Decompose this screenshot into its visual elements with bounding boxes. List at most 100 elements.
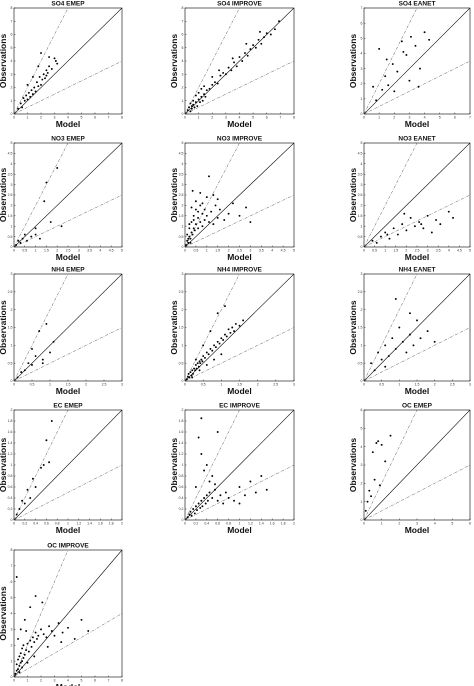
two-to-one-line: [364, 8, 418, 114]
one-to-two-line: [185, 464, 294, 520]
x-tick-label: 0: [363, 522, 365, 526]
data-point: [405, 351, 408, 354]
data-point: [254, 491, 257, 494]
data-point: [233, 330, 235, 333]
reference-lines: [14, 410, 122, 520]
y-tick-label: 2.5: [179, 193, 184, 197]
data-point: [194, 94, 197, 97]
data-point: [370, 362, 373, 365]
x-tick-label: 1: [220, 383, 222, 387]
data-point: [212, 223, 215, 226]
x-tick-label: 7: [108, 679, 110, 683]
data-point: [216, 499, 219, 502]
data-point: [205, 196, 208, 199]
x-tick-label: 0: [13, 116, 15, 120]
x-tick-label: 2: [228, 249, 230, 253]
data-point: [23, 233, 26, 236]
data-point: [23, 99, 26, 102]
y-tick-label: 8: [182, 6, 184, 10]
x-tick-label: 1.6: [98, 522, 103, 526]
data-point: [208, 175, 210, 178]
data-point: [27, 362, 30, 365]
y-tick-label: 2: [182, 204, 184, 208]
data-point: [265, 32, 268, 35]
x-tick-label: 5: [469, 249, 471, 253]
x-tick-label: 8: [121, 679, 123, 683]
y-tick-label: 0: [11, 245, 13, 249]
data-point: [31, 93, 34, 96]
data-point: [370, 495, 373, 498]
y-tick-label: 3.5: [8, 172, 13, 176]
data-point: [31, 347, 33, 350]
data-point: [60, 641, 63, 644]
x-axis-label: Model: [56, 252, 81, 262]
data-point: [229, 331, 232, 334]
data-point: [21, 499, 24, 502]
x-tick-label: 3: [408, 116, 410, 120]
y-tick-label: 0.5: [358, 235, 363, 239]
data-point: [43, 200, 46, 203]
data-point: [34, 631, 37, 634]
data-point: [21, 237, 24, 240]
y-axis-label: Observations: [348, 438, 358, 493]
data-point: [204, 356, 206, 359]
data-point: [15, 663, 18, 666]
data-point: [34, 595, 37, 597]
y-tick-label: 0.2: [8, 507, 13, 511]
data-point: [19, 628, 22, 631]
data-point: [41, 601, 44, 604]
y-axis-label: Observations: [0, 34, 8, 89]
x-tick-label: 1.8: [109, 522, 114, 526]
data-point: [42, 73, 45, 76]
y-tick-label: 0: [361, 245, 363, 249]
data-point: [29, 606, 32, 609]
data-point: [377, 351, 380, 354]
data-point: [186, 516, 189, 519]
data-point: [199, 506, 202, 509]
data-point: [201, 360, 204, 363]
data-point: [202, 355, 205, 357]
y-tick-label: 0: [11, 112, 13, 116]
x-tick-label: 0: [184, 249, 186, 253]
data-point: [238, 56, 241, 58]
x-tick-label: 2.5: [415, 249, 420, 253]
data-point: [216, 312, 219, 315]
data-point: [200, 499, 203, 502]
data-point: [224, 491, 227, 494]
data-point: [394, 347, 397, 350]
data-point: [416, 319, 418, 322]
x-tick-label: 0.5: [193, 249, 198, 253]
data-point: [428, 38, 431, 41]
data-point: [34, 486, 37, 488]
data-point: [375, 99, 378, 102]
y-tick-label: 2: [361, 82, 363, 86]
data-point: [45, 69, 48, 72]
data-point: [56, 62, 59, 65]
data-point: [188, 227, 191, 230]
x-tick-label: 5: [293, 249, 295, 253]
y-tick-label: 1.6: [8, 430, 13, 434]
y-tick-label: 4: [11, 162, 13, 166]
data-point: [189, 102, 192, 105]
two-to-one-line: [364, 274, 418, 381]
data-point: [200, 95, 203, 98]
one-to-one-line: [364, 143, 470, 247]
x-tick-label: 0: [13, 249, 15, 253]
data-point: [211, 75, 214, 78]
data-point: [190, 514, 193, 517]
data-point: [193, 106, 196, 109]
data-point: [50, 630, 53, 632]
y-tick-label: 3: [182, 72, 184, 76]
two-to-one-line: [364, 410, 418, 520]
data-point: [418, 221, 421, 223]
data-point: [203, 469, 206, 472]
y-tick-label: 1.2: [8, 452, 13, 456]
scatter-panel: NO3 EMEP 0 0.5 1 1.5 2 2.5 3 3.5 4 4.5 5 0 0.5 1 1.5 2 2.…: [0, 136, 123, 263]
data-point: [273, 28, 276, 31]
one-to-two-line: [364, 464, 470, 520]
data-point: [214, 204, 217, 207]
data-point: [387, 355, 390, 357]
data-point: [15, 669, 18, 672]
two-to-one-line: [185, 8, 240, 114]
x-tick-label: 1: [198, 116, 200, 120]
